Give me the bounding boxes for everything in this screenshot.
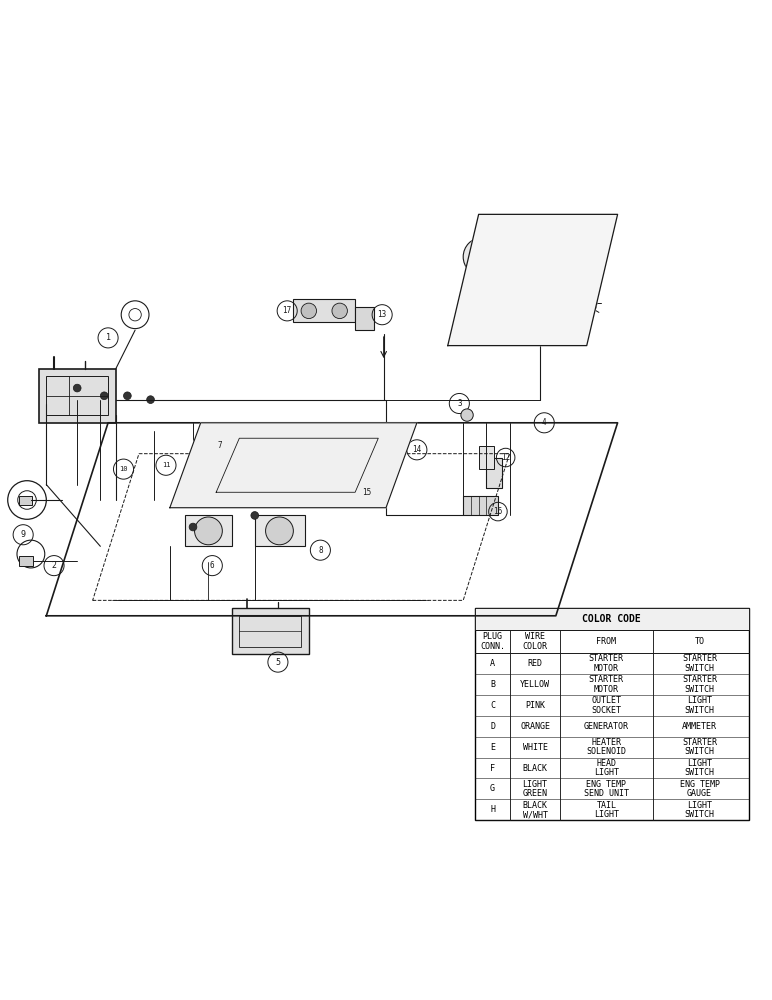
Text: AMMETER: AMMETER xyxy=(682,722,717,731)
Text: HEAD
LIGHT: HEAD LIGHT xyxy=(594,759,619,777)
Text: ORANGE: ORANGE xyxy=(520,722,550,731)
Bar xyxy=(232,608,309,654)
Text: RED: RED xyxy=(527,659,543,668)
Text: 11: 11 xyxy=(161,462,171,468)
Circle shape xyxy=(473,248,492,266)
Text: BLACK
W/WHT: BLACK W/WHT xyxy=(523,801,547,819)
Bar xyxy=(216,461,247,481)
Circle shape xyxy=(100,392,108,400)
Text: 7: 7 xyxy=(218,441,222,450)
Text: ENG TEMP
SEND UNIT: ENG TEMP SEND UNIT xyxy=(584,780,629,798)
Text: 6: 6 xyxy=(210,561,215,570)
Text: H: H xyxy=(490,805,495,814)
Text: 12: 12 xyxy=(501,453,510,462)
Circle shape xyxy=(251,512,259,519)
Text: 5: 5 xyxy=(276,658,280,667)
Text: 2: 2 xyxy=(52,561,56,570)
Text: E: E xyxy=(490,743,495,752)
Text: LIGHT
SWITCH: LIGHT SWITCH xyxy=(685,696,715,715)
Text: WIRE
COLOR: WIRE COLOR xyxy=(523,632,547,651)
Polygon shape xyxy=(170,423,417,508)
Text: PINK: PINK xyxy=(525,701,545,710)
Circle shape xyxy=(479,253,486,261)
Circle shape xyxy=(189,523,197,531)
Text: WHITE: WHITE xyxy=(523,743,547,752)
Text: LIGHT
SWITCH: LIGHT SWITCH xyxy=(685,801,715,819)
Bar xyxy=(19,496,32,505)
Text: G: G xyxy=(490,784,495,793)
Bar xyxy=(475,608,749,820)
Text: BLACK: BLACK xyxy=(523,764,547,773)
Circle shape xyxy=(195,517,222,545)
Text: OUTLET
SOCKET: OUTLET SOCKET xyxy=(591,696,621,715)
Circle shape xyxy=(73,384,81,392)
Text: 17: 17 xyxy=(283,306,292,315)
Text: PLUG
CONN.: PLUG CONN. xyxy=(480,632,505,651)
Bar xyxy=(463,496,498,515)
Text: 1: 1 xyxy=(106,333,110,342)
Text: ENG TEMP
GAUGE: ENG TEMP GAUGE xyxy=(679,780,720,798)
Circle shape xyxy=(550,251,584,285)
Bar xyxy=(355,307,374,330)
Bar xyxy=(293,299,355,322)
Text: A: A xyxy=(490,659,495,668)
Circle shape xyxy=(461,409,473,421)
Text: STARTER
MOTOR: STARTER MOTOR xyxy=(589,654,624,673)
Text: STARTER
SWITCH: STARTER SWITCH xyxy=(682,675,717,694)
Text: 10: 10 xyxy=(119,466,128,472)
Text: LIGHT
GREEN: LIGHT GREEN xyxy=(523,780,547,798)
Text: TO: TO xyxy=(695,637,705,646)
Circle shape xyxy=(266,517,293,545)
Text: YELLOW: YELLOW xyxy=(520,680,550,689)
Text: HEATER
SOLENOID: HEATER SOLENOID xyxy=(586,738,626,756)
Text: D: D xyxy=(490,722,495,731)
Text: TAIL
LIGHT: TAIL LIGHT xyxy=(594,801,619,819)
Bar xyxy=(46,376,108,415)
Bar xyxy=(255,515,305,546)
Text: 3: 3 xyxy=(457,399,462,408)
Circle shape xyxy=(124,392,131,400)
Text: B: B xyxy=(490,680,495,689)
Text: 4: 4 xyxy=(542,418,547,427)
Text: STARTER
MOTOR: STARTER MOTOR xyxy=(589,675,624,694)
Circle shape xyxy=(147,396,154,403)
Text: C: C xyxy=(490,701,495,710)
Circle shape xyxy=(301,303,317,319)
Text: GENERATOR: GENERATOR xyxy=(584,722,629,731)
Bar xyxy=(486,458,502,488)
Polygon shape xyxy=(46,423,618,616)
Text: LIGHT
SWITCH: LIGHT SWITCH xyxy=(685,759,715,777)
Circle shape xyxy=(332,303,347,319)
Polygon shape xyxy=(448,214,618,346)
Circle shape xyxy=(382,458,390,465)
Text: 8: 8 xyxy=(318,546,323,555)
Bar xyxy=(479,446,494,469)
Circle shape xyxy=(463,238,502,276)
Text: STARTER
SWITCH: STARTER SWITCH xyxy=(682,738,717,756)
Bar xyxy=(239,616,301,647)
Text: STARTER
SWITCH: STARTER SWITCH xyxy=(682,654,717,673)
Bar xyxy=(475,608,749,630)
Text: 15: 15 xyxy=(362,488,371,497)
Bar xyxy=(185,515,232,546)
Bar xyxy=(39,369,116,423)
Text: F: F xyxy=(490,764,495,773)
Text: 16: 16 xyxy=(493,507,503,516)
Text: 13: 13 xyxy=(378,310,387,319)
Text: FROM: FROM xyxy=(596,637,616,646)
Text: 9: 9 xyxy=(21,530,25,539)
Circle shape xyxy=(560,261,575,276)
Text: COLOR CODE: COLOR CODE xyxy=(582,614,642,624)
Bar xyxy=(19,556,33,566)
Text: 14: 14 xyxy=(412,445,422,454)
